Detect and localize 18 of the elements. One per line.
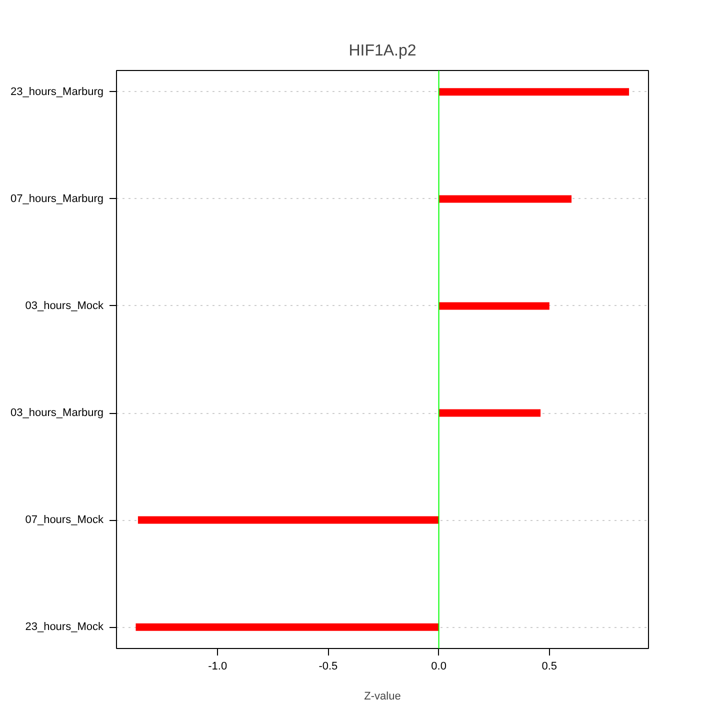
y-tick-label: 07_hours_Marburg: [10, 192, 104, 205]
chart-title: HIF1A.p2: [348, 42, 416, 60]
y-tick-label: 23_hours_Mock: [25, 621, 104, 634]
bar: [438, 409, 541, 417]
y-tick-label: 03_hours_Mock: [25, 300, 104, 312]
bar: [138, 516, 439, 524]
bar: [438, 302, 550, 310]
x-tick-label: -0.5: [318, 660, 338, 672]
x-tick-label: 0.5: [542, 660, 558, 672]
y-tick-label: 03_hours_Marburg: [10, 407, 104, 420]
bar: [438, 88, 630, 96]
y-tick-label: 07_hours_Mock: [25, 514, 104, 526]
bar: [438, 195, 572, 203]
bar: [136, 623, 439, 631]
y-tick-label: 23_hours_Marburg: [10, 86, 104, 98]
x-axis-title: Z-value: [364, 690, 401, 702]
x-tick-label: -1.0: [208, 660, 228, 672]
x-tick-label: 0.0: [431, 660, 446, 672]
